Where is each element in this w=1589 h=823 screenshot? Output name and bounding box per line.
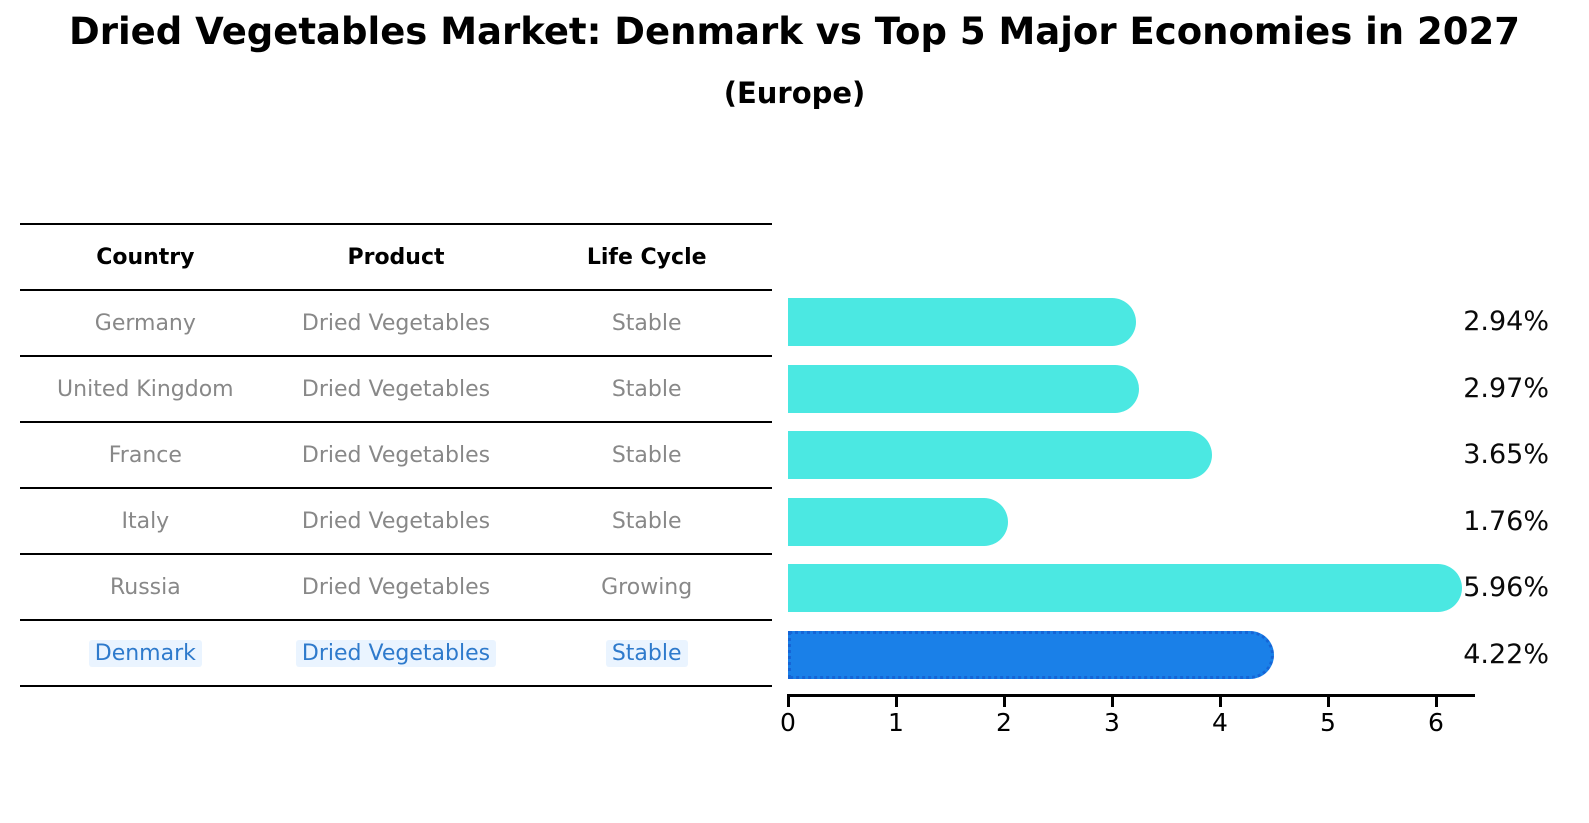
- product-cell: Dried Vegetables: [301, 508, 491, 534]
- x-axis-tick-label: 0: [780, 708, 796, 737]
- x-axis-tick: [1002, 694, 1006, 707]
- product-cell: Dried Vegetables: [301, 310, 491, 336]
- table-row: Germany Dried Vegetables Stable: [20, 291, 772, 357]
- country-cell: Denmark: [20, 639, 271, 667]
- bar-value-label: 3.65%: [1463, 439, 1549, 470]
- column-header-country: Country: [96, 244, 195, 270]
- life-cycle-cell: Stable: [611, 442, 682, 468]
- bar: [788, 431, 1213, 480]
- chart-title: Dried Vegetables Market: Denmark vs Top …: [68, 10, 1520, 53]
- product-cell: Dried Vegetables: [271, 639, 522, 667]
- bar-value-label: 4.22%: [1463, 638, 1549, 670]
- bar-value-label: 1.76%: [1463, 505, 1549, 537]
- country-cell: United Kingdom: [57, 376, 234, 402]
- life-cycle-cell: Stable: [611, 508, 682, 534]
- bar: [788, 298, 1136, 347]
- x-axis-tick-label: 5: [1320, 708, 1336, 737]
- life-cycle-cell: Growing: [601, 574, 693, 600]
- life-cycle-cell: Stable: [521, 639, 772, 667]
- x-axis-tick-label: 6: [1428, 708, 1444, 737]
- x-axis-tick-label: 4: [1212, 708, 1228, 737]
- product-cell: Dried Vegetables: [301, 376, 491, 402]
- x-axis-tick-label: 1: [888, 708, 904, 737]
- x-axis-tick-label: 3: [1104, 708, 1120, 737]
- table-row: Italy Dried Vegetables Stable: [20, 489, 772, 555]
- country-cell: Italy: [121, 508, 170, 534]
- x-axis-line: [788, 694, 1475, 697]
- bar-value-label: 5.96%: [1463, 572, 1549, 603]
- country-cell: Germany: [94, 310, 196, 336]
- x-axis-tick: [786, 694, 790, 707]
- bar: [788, 497, 1009, 546]
- x-axis-tick: [1218, 694, 1222, 707]
- bar: [788, 564, 1462, 613]
- life-cycle-cell: Stable: [611, 376, 682, 402]
- life-cycle-cell: Stable: [611, 310, 682, 336]
- table-row: United Kingdom Dried Vegetables Stable: [20, 357, 772, 423]
- product-cell: Dried Vegetables: [301, 574, 491, 600]
- table-row: Denmark Dried Vegetables Stable: [20, 621, 772, 687]
- table-header-row: Country Product Life Cycle: [20, 225, 772, 291]
- bar-denmark-highlight: [788, 630, 1274, 679]
- column-header-product: Product: [347, 244, 445, 270]
- x-axis-tick-label: 2: [996, 708, 1012, 737]
- x-axis-tick: [1326, 694, 1330, 707]
- bar: [788, 364, 1139, 413]
- bar-value-label: 2.97%: [1463, 372, 1549, 404]
- column-header-life-cycle: Life Cycle: [586, 244, 707, 270]
- table-row: Russia Dried Vegetables Growing: [20, 555, 772, 621]
- chart-subtitle: (Europe): [723, 76, 866, 110]
- x-axis-tick: [1434, 694, 1438, 707]
- country-cell: France: [108, 442, 182, 468]
- x-axis-tick: [1110, 694, 1114, 707]
- country-cell: Russia: [109, 574, 181, 600]
- table-body: Germany Dried Vegetables Stable United King…: [20, 291, 772, 687]
- country-table: Country Product Life Cycle Germany Dried …: [20, 223, 772, 687]
- x-axis-tick: [894, 694, 898, 707]
- bar-value-label: 2.94%: [1463, 306, 1549, 337]
- product-cell: Dried Vegetables: [301, 442, 491, 468]
- table-row: France Dried Vegetables Stable: [20, 423, 772, 489]
